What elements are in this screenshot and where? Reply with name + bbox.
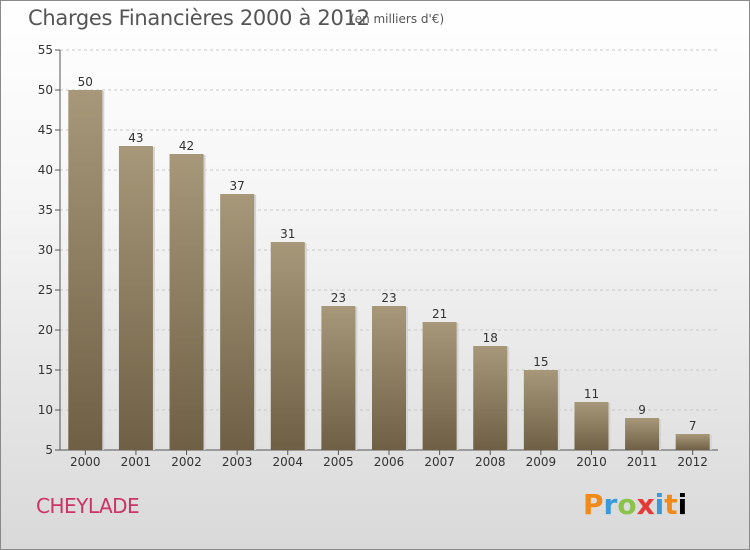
y-tick-label: 15 <box>38 363 53 377</box>
data-label: 43 <box>128 131 143 145</box>
data-label: 11 <box>584 387 599 401</box>
y-tick-label: 10 <box>38 403 53 417</box>
y-tick-label: 40 <box>38 163 53 177</box>
bar <box>270 242 305 450</box>
labels-group: 50 2000 43 2001 42 2002 37 2003 31 2004 23 2005 23 20… <box>70 75 708 469</box>
x-tick-label: 2007 <box>424 455 455 469</box>
x-tick-label: 2009 <box>526 455 557 469</box>
y-tick-label: 25 <box>38 283 53 297</box>
x-tick-label: 2006 <box>374 455 405 469</box>
bars-group <box>68 90 712 450</box>
x-tick-label: 2000 <box>70 455 101 469</box>
bar <box>220 194 255 450</box>
x-tick-label: 2011 <box>627 455 658 469</box>
x-tick-label: 2001 <box>121 455 152 469</box>
y-tick-label: 30 <box>38 243 53 257</box>
data-label: 31 <box>280 227 295 241</box>
bar <box>523 370 558 450</box>
data-label: 23 <box>381 291 396 305</box>
data-label: 37 <box>230 179 245 193</box>
y-tick-label: 50 <box>38 83 53 97</box>
x-tick-label: 2005 <box>323 455 354 469</box>
bar <box>675 434 710 450</box>
data-label: 18 <box>483 331 498 345</box>
bar <box>321 306 356 450</box>
y-tick-label: 55 <box>38 43 53 57</box>
x-tick-label: 2003 <box>222 455 253 469</box>
data-label: 21 <box>432 307 447 321</box>
chart-unit: (en milliers d'€) <box>350 12 445 26</box>
bar <box>574 402 609 450</box>
data-label: 7 <box>689 419 697 433</box>
y-tick-label: 5 <box>45 443 53 457</box>
bar <box>372 306 406 450</box>
brand-logo: Proxiti <box>583 488 688 521</box>
x-tick-label: 2010 <box>576 455 607 469</box>
town-name: CHEYLADE <box>36 494 140 518</box>
x-tick-label: 2012 <box>677 455 708 469</box>
data-label: 42 <box>179 139 194 153</box>
data-label: 50 <box>78 75 93 89</box>
chart-title: Charges Financières 2000 à 2012 <box>28 6 370 30</box>
data-label: 23 <box>331 291 346 305</box>
bar <box>473 346 508 450</box>
x-tick-label: 2004 <box>272 455 303 469</box>
x-tick-label: 2008 <box>475 455 506 469</box>
data-label: 9 <box>638 403 646 417</box>
bar <box>68 90 103 450</box>
data-label: 15 <box>533 355 548 369</box>
bar <box>625 418 660 450</box>
x-tick-label: 2002 <box>171 455 202 469</box>
bar <box>169 154 204 450</box>
y-tick-label: 35 <box>38 203 53 217</box>
bar <box>118 146 153 450</box>
y-tick-label: 45 <box>38 123 53 137</box>
y-tick-label: 20 <box>38 323 53 337</box>
bar <box>422 322 457 450</box>
